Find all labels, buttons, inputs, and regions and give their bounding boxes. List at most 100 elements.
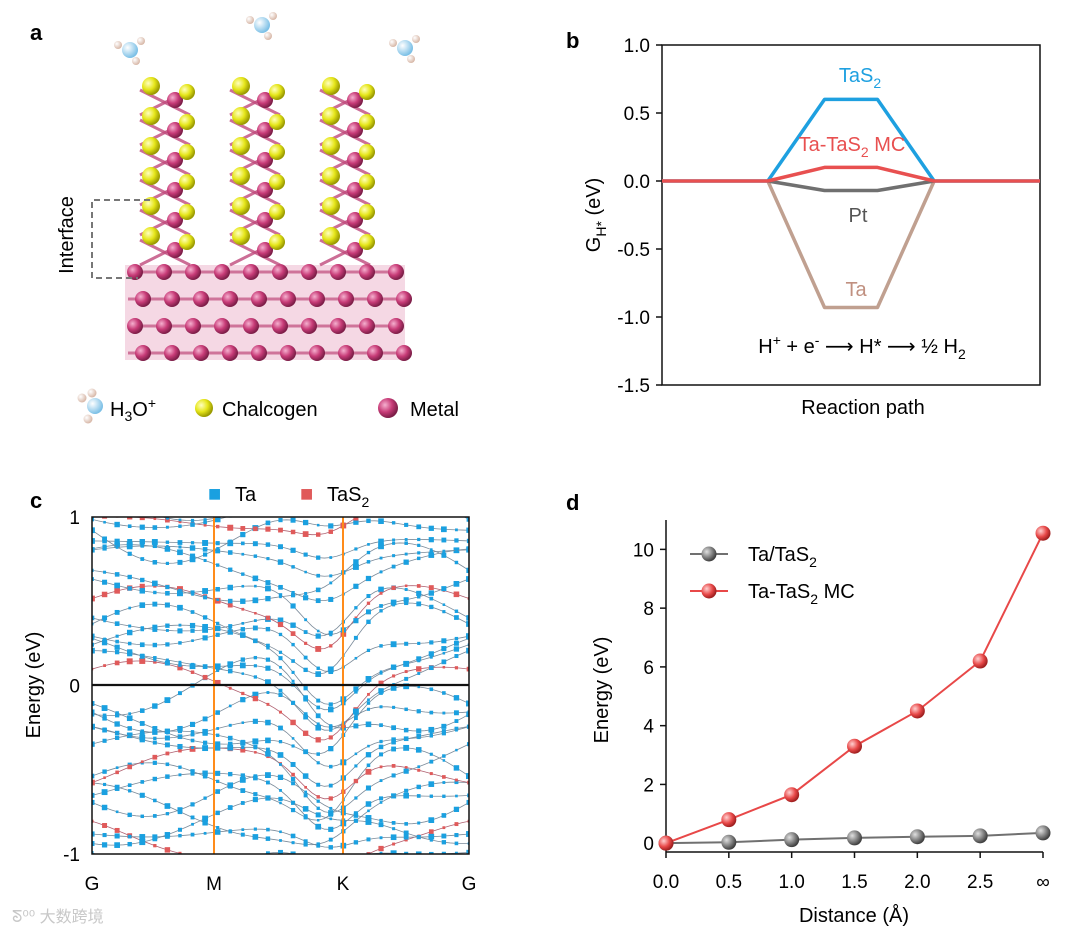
- band-point: [190, 670, 195, 674]
- band-point: [403, 736, 409, 742]
- band-point: [190, 832, 195, 837]
- band-point: [328, 523, 334, 529]
- band-point: [152, 874, 158, 880]
- metal-atom: [257, 212, 273, 228]
- band-point: [316, 782, 321, 787]
- band-point: [101, 804, 108, 811]
- band-point: [453, 695, 460, 701]
- band-point: [165, 540, 170, 544]
- band-point: [139, 792, 145, 798]
- band-point: [303, 552, 308, 557]
- band-point: [228, 624, 233, 629]
- chalcogen-atom: [269, 144, 285, 160]
- metal-atom: [301, 264, 317, 280]
- chart-d-point: [721, 834, 737, 850]
- band-point: [429, 734, 433, 738]
- band-point: [114, 660, 120, 666]
- band-point: [303, 712, 308, 717]
- band-point: [416, 590, 422, 596]
- metal-atom: [309, 345, 325, 361]
- band-point: [303, 695, 308, 700]
- band-point: [265, 526, 271, 532]
- band-point: [466, 483, 471, 488]
- metal-atom: [347, 92, 363, 108]
- band-point: [390, 599, 397, 606]
- chalcogen-atom: [142, 197, 160, 215]
- band-point: [240, 801, 245, 805]
- band-point: [152, 760, 157, 765]
- band-point: [202, 728, 208, 735]
- band-point: [328, 630, 333, 635]
- band-point: [455, 482, 458, 485]
- band-point: [403, 597, 409, 603]
- band-point: [103, 637, 106, 641]
- band-point: [366, 881, 370, 885]
- band-point: [203, 552, 208, 557]
- band-point: [240, 788, 246, 793]
- band-point: [102, 727, 107, 733]
- chalcogen-atom: [269, 174, 285, 190]
- band-point: [92, 723, 95, 730]
- band-point: [127, 834, 132, 839]
- band-point: [114, 521, 120, 528]
- band-point: [291, 887, 295, 891]
- band-point: [92, 709, 95, 715]
- band-point: [227, 668, 233, 674]
- band-point: [365, 768, 372, 775]
- band-point: [140, 544, 144, 548]
- band-point: [441, 868, 446, 873]
- band-point: [441, 659, 447, 665]
- band-point: [316, 698, 321, 703]
- band-point: [417, 736, 421, 740]
- band-point: [190, 590, 195, 595]
- metal-atom: [347, 242, 363, 258]
- band-point: [454, 726, 459, 731]
- band-point: [152, 836, 158, 842]
- band-point: [328, 745, 334, 752]
- chalcogen-atom: [232, 197, 250, 215]
- chart-d-axes: 0 2 4 6 8 10 0.0 0.5 1.0 1.5 2.0 2.5 ∞: [633, 520, 1050, 893]
- band-point: [101, 591, 108, 598]
- metal-atom: [347, 212, 363, 228]
- band-point: [328, 529, 333, 534]
- band-point: [392, 674, 396, 678]
- band-point: [302, 806, 309, 812]
- chart-b-series: [662, 97, 1040, 310]
- band-point: [178, 735, 182, 739]
- band-point: [241, 862, 245, 866]
- band-point: [403, 768, 409, 774]
- metal-slab: [125, 265, 405, 360]
- band-point: [417, 595, 421, 599]
- band-point: [341, 858, 345, 862]
- band-point: [304, 790, 308, 794]
- band-point: [455, 877, 458, 880]
- chart-c-axes: 10-1G M K G: [63, 508, 476, 895]
- band-point: [253, 792, 258, 797]
- band-point: [466, 538, 469, 544]
- band-point: [391, 746, 397, 752]
- band-point: [164, 546, 171, 552]
- legend-metal-label: Metal: [410, 399, 459, 421]
- band-point: [190, 732, 195, 737]
- band-point: [228, 567, 233, 572]
- chart-d-point: [1035, 525, 1051, 541]
- band-point: [453, 806, 460, 812]
- band-point: [114, 572, 120, 577]
- metal-atom: [193, 345, 209, 361]
- band-point: [153, 874, 158, 879]
- hydrogen-atom: [114, 41, 122, 49]
- band-point: [429, 604, 434, 610]
- band-point: [404, 875, 408, 879]
- band-line: [92, 862, 469, 883]
- band-point: [291, 737, 295, 740]
- band-point: [428, 552, 435, 558]
- band-point: [202, 664, 208, 669]
- metal-atom: [156, 264, 172, 280]
- chart-d-xlabel: Distance (Å): [799, 904, 909, 927]
- band-point: [304, 872, 308, 876]
- band-point: [404, 538, 408, 541]
- band-point: [391, 585, 396, 590]
- chalcogen-atom: [322, 167, 340, 185]
- chalcogen-atom: [359, 234, 375, 250]
- band-point: [153, 590, 157, 595]
